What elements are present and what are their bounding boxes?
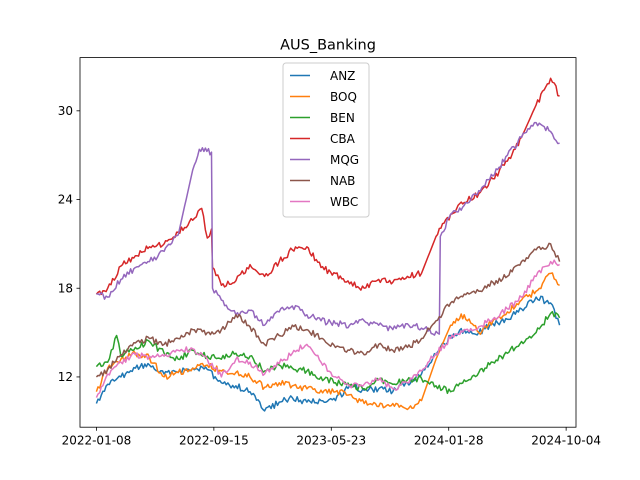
series-layer (95, 77, 561, 412)
legend-box (282, 62, 370, 218)
x-tick-label: 2024-10-04 (531, 434, 601, 448)
x-tick-label: 2022-01-08 (62, 434, 132, 448)
series-line-nab (95, 242, 561, 378)
x-tick-label: 2023-05-23 (296, 434, 366, 448)
x-tick-label: 2022-09-15 (179, 434, 249, 448)
legend-label-wbc: WBC (330, 195, 358, 209)
legend-label-anz: ANZ (330, 69, 355, 83)
legend-label-boq: BOQ (330, 90, 357, 104)
x-tick-label: 2024-01-28 (414, 434, 484, 448)
y-axis: 12 18 24 30 (58, 104, 80, 384)
legend-label-ben: BEN (330, 111, 355, 125)
legend: ANZ BOQ BEN CBA MQG NAB WBC (282, 62, 370, 218)
chart-title: AUS_Banking (280, 38, 376, 54)
y-tick-label: 12 (58, 370, 73, 384)
series-line-boq (95, 272, 560, 411)
y-tick-label: 30 (58, 104, 73, 118)
series-line-mqg (96, 121, 560, 336)
series-line-ben (95, 310, 561, 395)
legend-label-mqg: MQG (330, 153, 359, 167)
x-axis: 2022-01-08 2022-09-15 2023-05-23 2024-01-28… (62, 427, 601, 448)
plot-area: 2022-01-08 2022-09-15 2023-05-23 2024-01-28… (58, 57, 601, 448)
legend-label-nab: NAB (330, 174, 355, 188)
axes-frame (79, 57, 577, 428)
series-line-wbc (95, 259, 560, 398)
series-line-cba (95, 77, 560, 296)
y-tick-label: 24 (58, 193, 73, 207)
legend-label-cba: CBA (330, 132, 356, 146)
y-tick-label: 18 (58, 281, 73, 295)
